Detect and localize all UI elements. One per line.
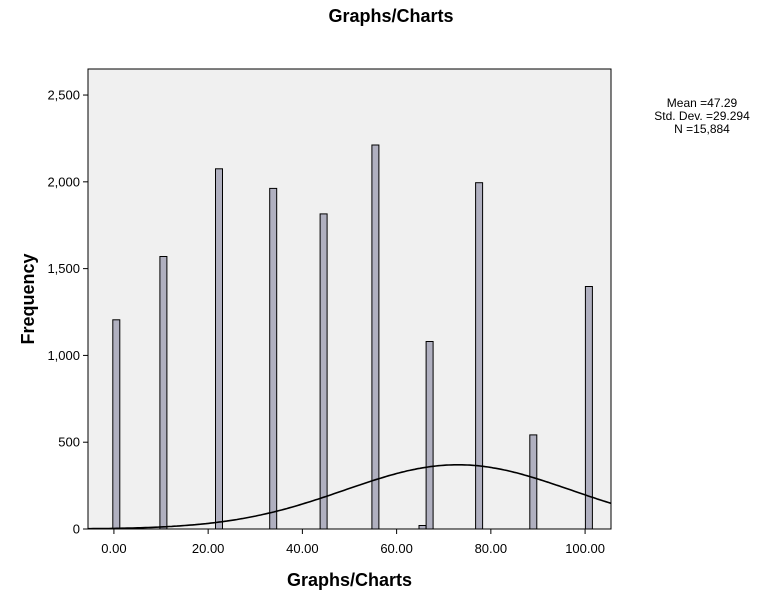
- histogram-bar: [418, 525, 427, 530]
- y-tick-label: 0: [73, 522, 80, 537]
- x-tick-label: 20.00: [192, 541, 225, 556]
- y-tick-label: 1,000: [47, 348, 80, 363]
- x-tick-label: 100.00: [565, 541, 605, 556]
- histogram-bar: [215, 168, 223, 530]
- x-tick-label: 80.00: [475, 541, 508, 556]
- y-axis: 0 500 1,000 1,500 2,000 2,500: [47, 88, 88, 537]
- std-dev-text: Std. Dev. =29.294: [654, 109, 750, 123]
- n-text: N =15,884: [674, 122, 730, 136]
- bars-group: [112, 144, 593, 530]
- y-tick-label: 1,500: [47, 261, 80, 276]
- histogram-bar: [269, 187, 278, 530]
- y-tick-label: 2,500: [47, 88, 80, 103]
- y-tick-label: 2,000: [47, 174, 80, 189]
- histogram-bar: [529, 434, 538, 530]
- histogram-bar: [475, 182, 484, 530]
- x-tick-label: 0.00: [101, 541, 126, 556]
- stats-box: Mean =47.29 Std. Dev. =29.294 N =15,884: [640, 97, 764, 136]
- mean-text: Mean =47.29: [666, 96, 738, 110]
- plot-area: [87, 68, 612, 530]
- histogram-bar: [371, 144, 380, 530]
- histogram-bar: [584, 286, 593, 530]
- y-axis-label: Frequency: [18, 253, 38, 344]
- histogram-bar: [159, 256, 168, 530]
- histogram-bar: [425, 341, 434, 530]
- x-axis-label: Graphs/Charts: [287, 570, 412, 590]
- x-axis: 0.00 20.00 40.00 60.00 80.00 100.00: [101, 529, 605, 556]
- chart-title: Graphs/Charts: [328, 6, 454, 26]
- y-tick-label: 500: [58, 435, 80, 450]
- histogram-bar: [319, 213, 328, 530]
- x-tick-label: 40.00: [286, 541, 319, 556]
- histogram-bar: [112, 319, 121, 530]
- normal-curve: [88, 464, 612, 530]
- x-tick-label: 60.00: [380, 541, 413, 556]
